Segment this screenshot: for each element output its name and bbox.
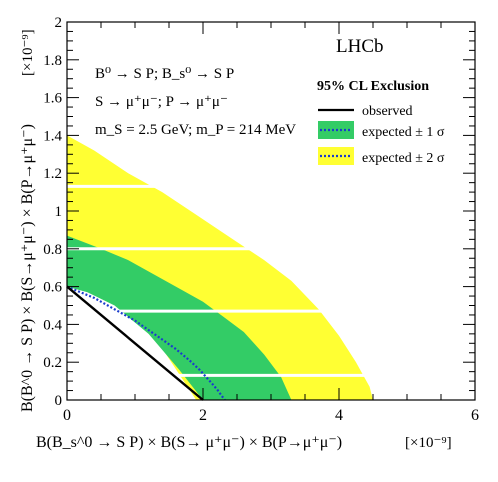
y-tick-label: 1 xyxy=(55,204,63,220)
y-axis-title: B(B^0 → S P) × B(S→μ⁺μ⁻) × B(P→μ⁺μ⁻) [×1… xyxy=(19,29,36,412)
y-tick-label: 1.2 xyxy=(43,166,62,182)
y-tick-label: 1.4 xyxy=(43,128,62,144)
legend-title: 95% CL Exclusion xyxy=(317,79,429,94)
y-axis-label: B(B^0 → S P) × B(S→μ⁺μ⁻) × B(P→μ⁺μ⁻) xyxy=(19,124,36,412)
x-tick-label: 0 xyxy=(63,407,71,424)
experiment-label: LHCb xyxy=(336,36,384,57)
x-tick-label: 6 xyxy=(471,407,479,424)
legend-label-observed: observed xyxy=(362,104,413,119)
y-tick-label: 2 xyxy=(55,15,63,31)
legend-label-1sigma: expected ± 1 σ xyxy=(362,125,445,140)
band-0 xyxy=(67,135,373,400)
series-line-3 xyxy=(66,285,204,401)
band-gaps xyxy=(67,184,475,377)
x-tick-label: 2 xyxy=(199,407,207,424)
y-tick-label: 0.8 xyxy=(43,242,62,258)
info-box: B⁰ → S P; B_s⁰ → S P S → μ⁺μ⁻; P → μ⁺μ⁻ … xyxy=(95,66,296,138)
chart-bands xyxy=(67,135,373,400)
info-line-2: S → μ⁺μ⁻; P → μ⁺μ⁻ xyxy=(95,94,228,110)
info-line-1: B⁰ → S P; B_s⁰ → S P xyxy=(95,66,234,82)
legend-label-2sigma: expected ± 2 σ xyxy=(362,151,445,166)
band-1 xyxy=(67,235,292,400)
info-line-3: m_S = 2.5 GeV; m_P = 214 MeV xyxy=(95,122,296,138)
y-tick-label: 1.6 xyxy=(43,91,62,107)
x-axis-unit: [×10⁻⁹] xyxy=(405,435,452,451)
x-axis-label: B(B_s^0 → S P) × B(S→ μ⁺μ⁻) × B(P→μ⁺μ⁻) xyxy=(36,434,342,451)
y-tick-label: 1.8 xyxy=(43,53,62,69)
y-tick-label: 0 xyxy=(55,393,63,409)
legend: 95% CL Exclusion observed expected ± 1 σ… xyxy=(317,79,445,166)
chart-lines xyxy=(66,285,226,401)
x-axis-title: B(B_s^0 → S P) × B(S→ μ⁺μ⁻) × B(P→μ⁺μ⁻) … xyxy=(36,434,452,451)
y-axis-unit: [×10⁻⁹] xyxy=(20,29,36,76)
series-line-2 xyxy=(66,285,226,401)
y-tick-label: 0.6 xyxy=(43,280,62,296)
y-tick-label: 0.4 xyxy=(43,317,62,333)
axis-ticks: 0 2 4 6 0 0.2 0.4 0.6 0.8 1 1.2 1.4 1.6 1.8 2 xyxy=(43,15,479,424)
x-tick-label: 4 xyxy=(335,407,343,424)
y-tick-label: 0.2 xyxy=(43,355,62,371)
